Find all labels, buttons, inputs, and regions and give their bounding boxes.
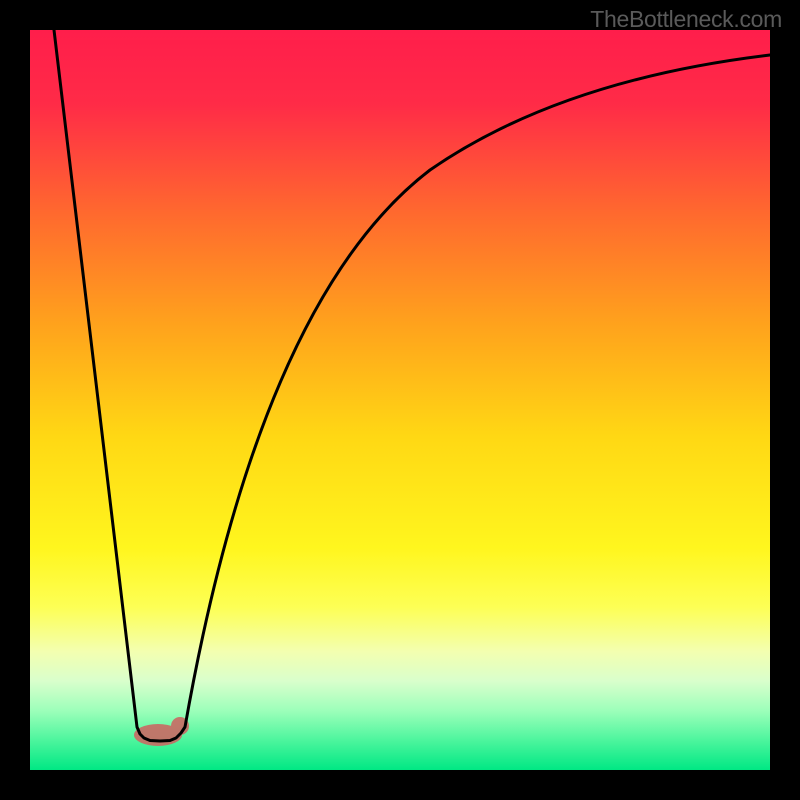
watermark-text: TheBottleneck.com [590,6,782,33]
bottleneck-chart [0,0,800,800]
chart-container: TheBottleneck.com [0,0,800,800]
